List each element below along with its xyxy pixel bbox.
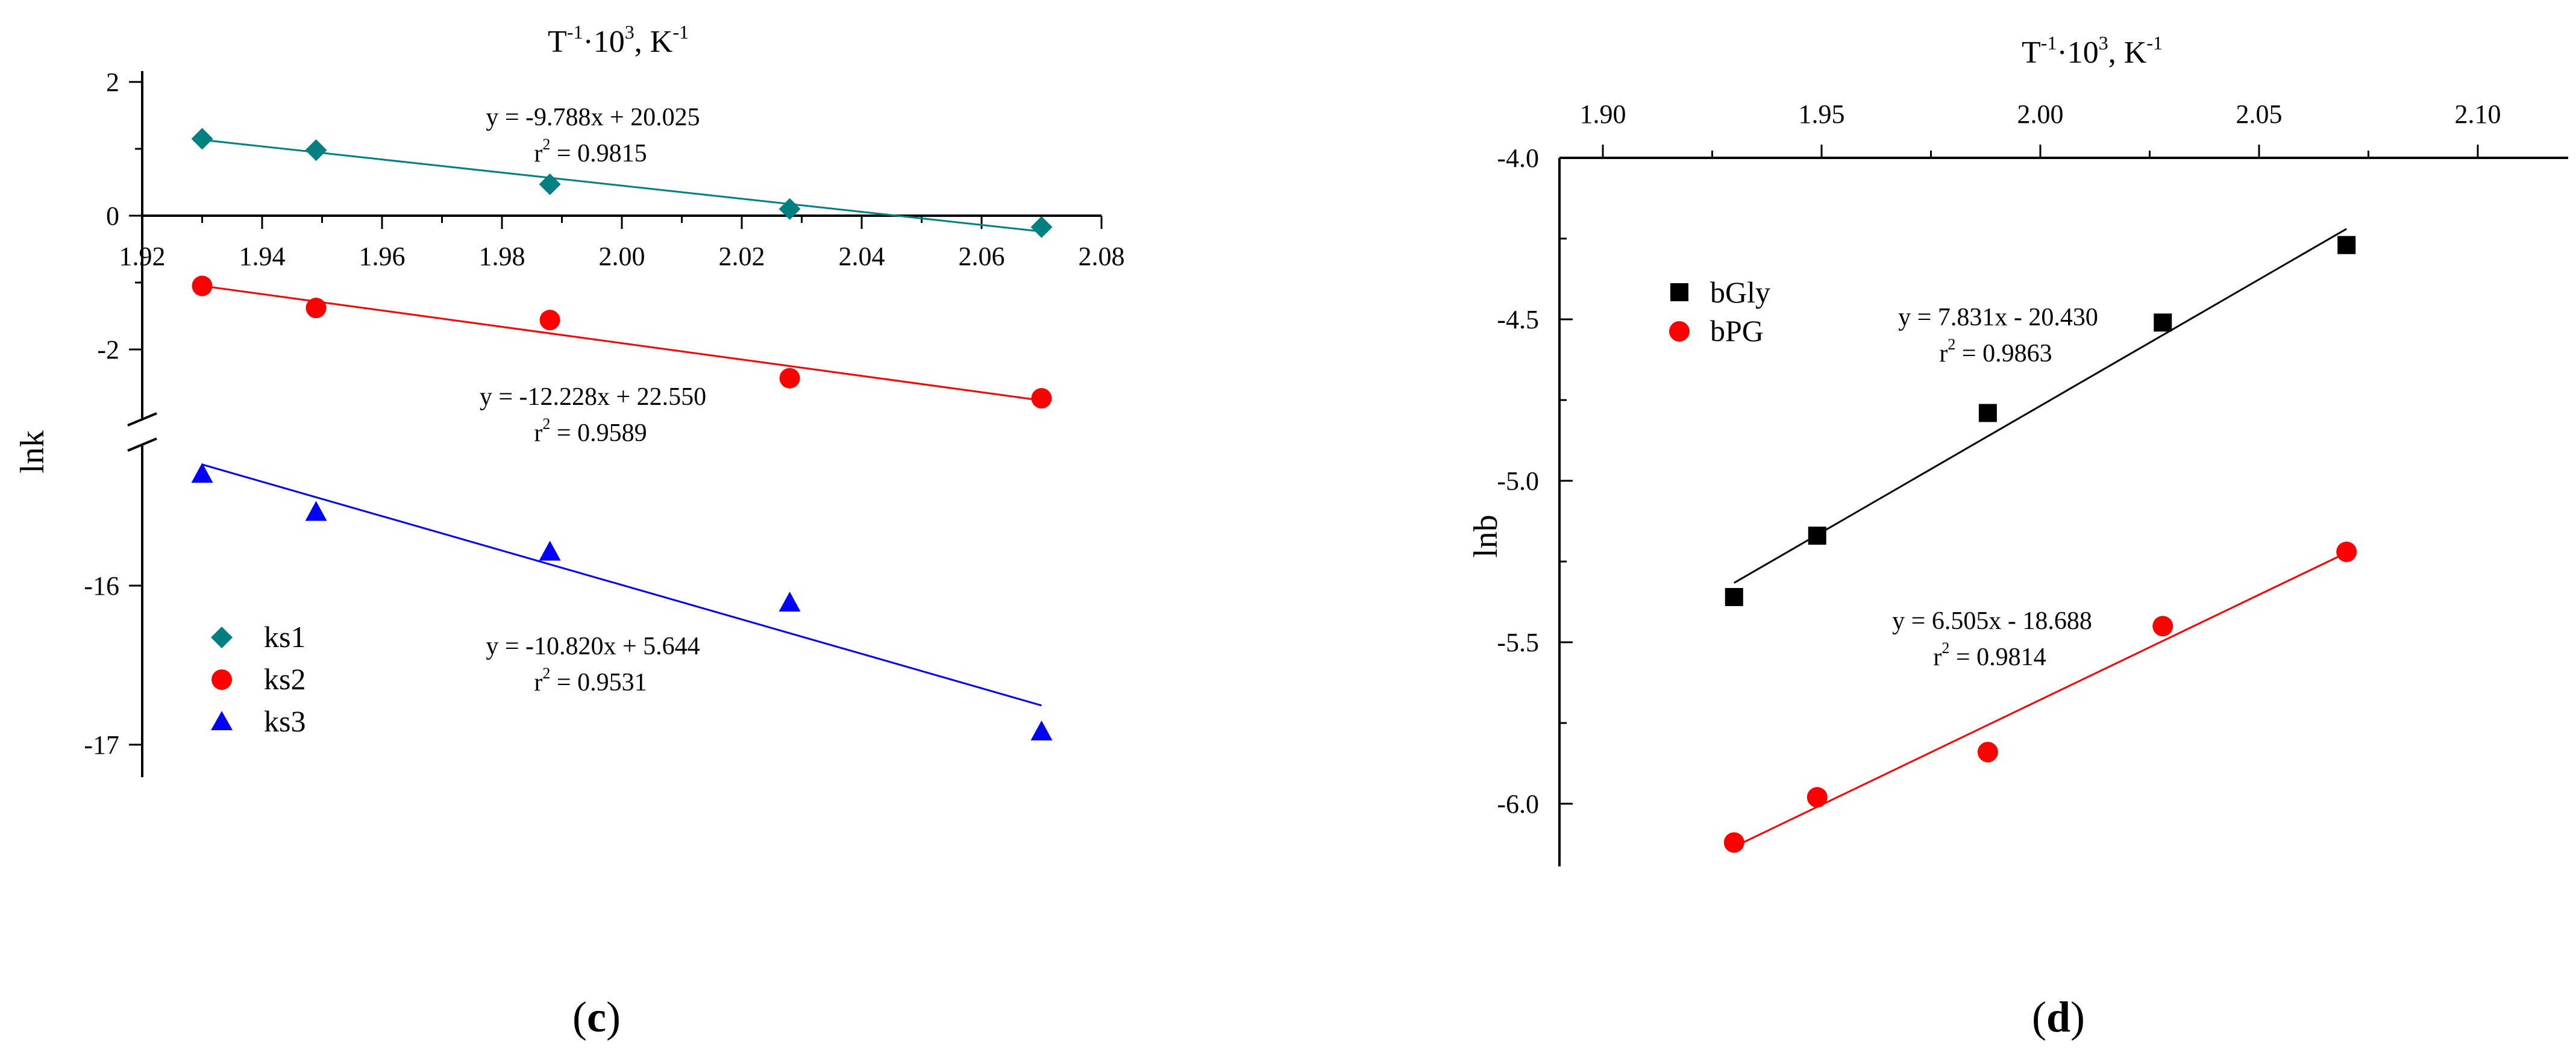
y-tick-label-c: -2	[97, 335, 119, 365]
fit-line-ks3	[202, 463, 1042, 707]
data-point-bPG	[1807, 787, 1828, 808]
r2-bGly: r2 = 0.9863	[1939, 336, 2052, 368]
equation-ks1: y = -9.788x + 20.025	[486, 104, 700, 131]
x-tick-label-c: 2.02	[719, 242, 765, 271]
r2-ks1: r2 = 0.9815	[534, 136, 647, 167]
x-tick-label-d: 1.90	[1580, 99, 1626, 129]
chart-panel-c: T-1·103, K-1 1.92 1.94 1.96 1.98 2.00 2.02 2.0…	[14, 21, 1125, 1041]
data-point-ks3	[779, 592, 801, 612]
data-point-ks1	[1030, 216, 1053, 238]
legend-marker-ks1	[211, 627, 233, 648]
data-point-ks3	[305, 501, 327, 521]
fit-line-ks1	[202, 139, 1042, 233]
equation-bGly: y = 7.831x - 20.430	[1898, 304, 2098, 331]
x-tick-label-c: 1.94	[239, 242, 286, 271]
legend-label-ks2: ks2	[264, 662, 306, 696]
x-tick-label-d: 2.00	[2017, 99, 2064, 129]
data-point-bPG	[2152, 616, 2173, 637]
legend-label-ks1: ks1	[264, 620, 306, 654]
data-point-ks3	[1030, 720, 1053, 740]
data-point-bPG	[1977, 742, 1998, 763]
data-point-ks3	[539, 540, 561, 561]
legend-marker-ks3	[211, 711, 233, 730]
fit-line-ks2	[202, 285, 1042, 402]
y-axis-label-d: lnb	[1467, 515, 1505, 558]
x-tick-label-c: 2.06	[959, 242, 1005, 271]
fit-line-bGly	[1734, 228, 2347, 584]
data-point-bPG	[1723, 832, 1744, 853]
y-tick-label-c: 0	[106, 201, 119, 231]
axis-break-mark-bottom	[127, 437, 157, 452]
y-tick-label-d: -5.5	[1497, 628, 1539, 657]
x-tick-label-d: 1.95	[1799, 99, 1845, 129]
x-tick-label-c: 2.04	[839, 242, 885, 271]
data-point-ks2	[539, 310, 560, 331]
data-point-ks2	[1031, 388, 1052, 409]
y-tick-label-d: -6.0	[1497, 789, 1539, 819]
data-point-bGly	[2154, 313, 2172, 332]
y-tick-label-d: -5.0	[1497, 466, 1539, 496]
r2-bPG: r2 = 0.9814	[1933, 639, 2046, 671]
data-point-bGly	[1808, 527, 1826, 545]
x-axis-title-d: T-1·103, K-1	[2022, 32, 2163, 70]
data-point-ks2	[779, 368, 800, 389]
y-tick-label-d: -4.5	[1497, 305, 1539, 334]
equation-ks2: y = -12.228x + 22.550	[480, 383, 706, 411]
data-point-bGly	[1978, 404, 1997, 422]
y-tick-label-c: -17	[84, 730, 119, 760]
data-point-bGly	[1725, 587, 1743, 606]
legend-marker-bGly	[1670, 283, 1688, 301]
y-axis-label-c: lnk	[14, 430, 51, 474]
x-tick-label-c: 1.96	[359, 242, 406, 271]
x-tick-label-d: 2.10	[2455, 99, 2501, 129]
data-point-ks1	[539, 173, 561, 195]
x-tick-label-c: 2.00	[599, 242, 645, 271]
chart-panel-d: T-1·103, K-1 1.90 1.95 2.00 2.05 2.10 -4.0 -4…	[1467, 32, 2568, 1041]
data-point-ks1	[779, 198, 801, 220]
data-point-ks1	[191, 128, 213, 150]
y-tick-label-c: -16	[84, 571, 119, 601]
legend-d: bGly bPG	[1669, 275, 1770, 348]
legend-label-bGly: bGly	[1710, 275, 1770, 309]
x-axis-title-c: T-1·103, K-1	[548, 21, 689, 59]
equation-ks3: y = -10.820x + 5.644	[486, 633, 700, 660]
equation-bPG: y = 6.505x - 18.688	[1892, 607, 2092, 635]
legend-label-bPG: bPG	[1710, 314, 1764, 348]
x-tick-label-c: 2.08	[1079, 242, 1125, 271]
data-point-ks2	[306, 298, 327, 319]
r2-ks2: r2 = 0.9589	[534, 415, 647, 447]
x-tick-label-c: 1.98	[479, 242, 525, 271]
data-point-ks3	[191, 463, 213, 483]
y-tick-label-d: -4.0	[1497, 143, 1539, 173]
legend-label-ks3: ks3	[264, 704, 306, 738]
y-tick-label-c: 2	[106, 67, 119, 97]
data-point-bPG	[2336, 541, 2357, 562]
fit-line-bPG	[1734, 551, 2347, 848]
legend-c: ks1 ks2 ks3	[211, 620, 306, 738]
axis-break-mark-top	[127, 412, 157, 427]
r2-ks3: r2 = 0.9531	[534, 665, 647, 696]
panel-label-d: (d)	[2032, 993, 2085, 1041]
data-point-ks1	[305, 139, 327, 161]
x-tick-label-c: 1.92	[119, 242, 166, 271]
x-tick-label-d: 2.05	[2236, 99, 2283, 129]
panel-label-c: (c)	[572, 993, 621, 1041]
legend-marker-ks2	[212, 669, 232, 690]
data-point-bGly	[2337, 236, 2356, 254]
data-point-ks2	[192, 275, 213, 296]
legend-marker-bPG	[1669, 321, 1690, 342]
